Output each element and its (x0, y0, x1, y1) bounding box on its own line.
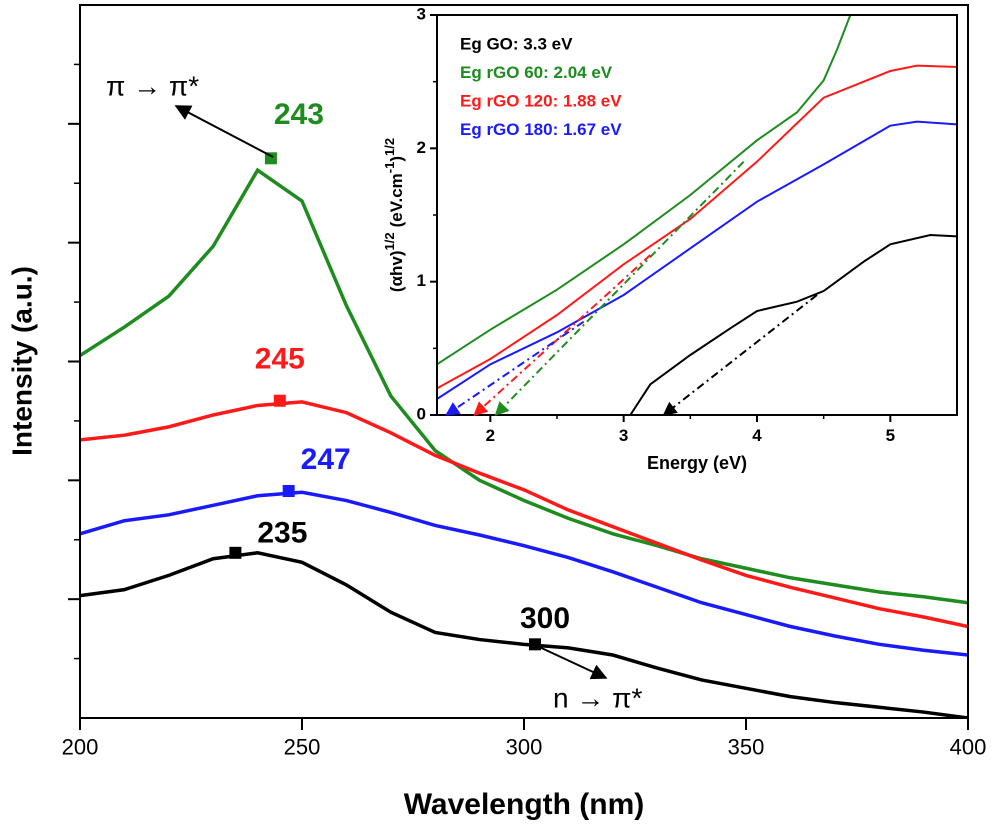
tangent-line (445, 320, 585, 416)
x-tick-label: 2 (486, 426, 495, 445)
plot-frame (79, 4, 969, 719)
plot-frame (436, 14, 958, 416)
x-tick-label: 250 (284, 735, 321, 760)
legend-label: Eg rGO 120: 1.88 eV (460, 91, 622, 110)
x-tick-label: 350 (728, 735, 765, 760)
x-tick-label: 200 (62, 735, 99, 760)
peak-label: 300 (520, 602, 570, 635)
annotation: π → π* (106, 70, 199, 101)
y-axis-title: Intensity (a.u.) (6, 266, 37, 456)
inset-y-axis-title: (αhv)1/2(eV.cm-1)1/2 (382, 138, 406, 292)
y-axis-title-part: ) (387, 156, 406, 162)
y-axis-title-part: (αhv) (387, 250, 406, 292)
tangent-line (473, 254, 652, 416)
y-tick-label: 3 (417, 4, 426, 23)
annotation: n → π* (553, 682, 642, 713)
peak-label: 243 (274, 98, 324, 131)
annotation-arrow (174, 105, 274, 158)
peak-label: 247 (301, 443, 351, 476)
tangent-line (662, 294, 818, 416)
x-tick-label: 3 (619, 426, 628, 445)
legend-label: Eg rGO 60: 2.04 eV (460, 63, 613, 82)
y-tick-label: 0 (417, 404, 426, 423)
tangent-line (494, 160, 745, 417)
data-line (437, 64, 957, 390)
x-tick-label: 300 (506, 735, 543, 760)
x-tick-label: 5 (886, 426, 895, 445)
x-tick-label: 400 (950, 735, 987, 760)
data-line (80, 490, 968, 657)
legend-label: Eg GO: 3.3 eV (460, 34, 573, 53)
peak-label: 235 (257, 517, 307, 550)
y-axis-title-part: 1/2 (382, 232, 397, 250)
data-line (437, 15, 852, 366)
data-line (80, 167, 968, 605)
data-line (80, 400, 968, 629)
y-tick-label: 1 (417, 271, 426, 290)
y-axis-title-part: -1 (382, 162, 397, 174)
peak-marker (529, 638, 541, 651)
inset-x-axis-title: Energy (eV) (647, 453, 747, 473)
data-line (80, 551, 968, 718)
y-tick-label: 2 (417, 138, 426, 157)
data-line (437, 120, 957, 400)
peak-marker (229, 546, 242, 559)
data-line (629, 233, 957, 415)
y-axis-title-part: 1/2 (382, 138, 397, 156)
peak-label: 245 (255, 343, 305, 376)
legend-label: Eg rGO 180: 1.67 eV (460, 120, 622, 139)
peak-marker (273, 394, 286, 407)
x-tick-label: 4 (752, 426, 762, 445)
peak-marker (282, 485, 295, 498)
x-axis-title: Wavelength (nm) (404, 788, 645, 821)
y-axis-title-part: (eV.cm (387, 173, 406, 227)
annotation-arrow (534, 644, 608, 680)
